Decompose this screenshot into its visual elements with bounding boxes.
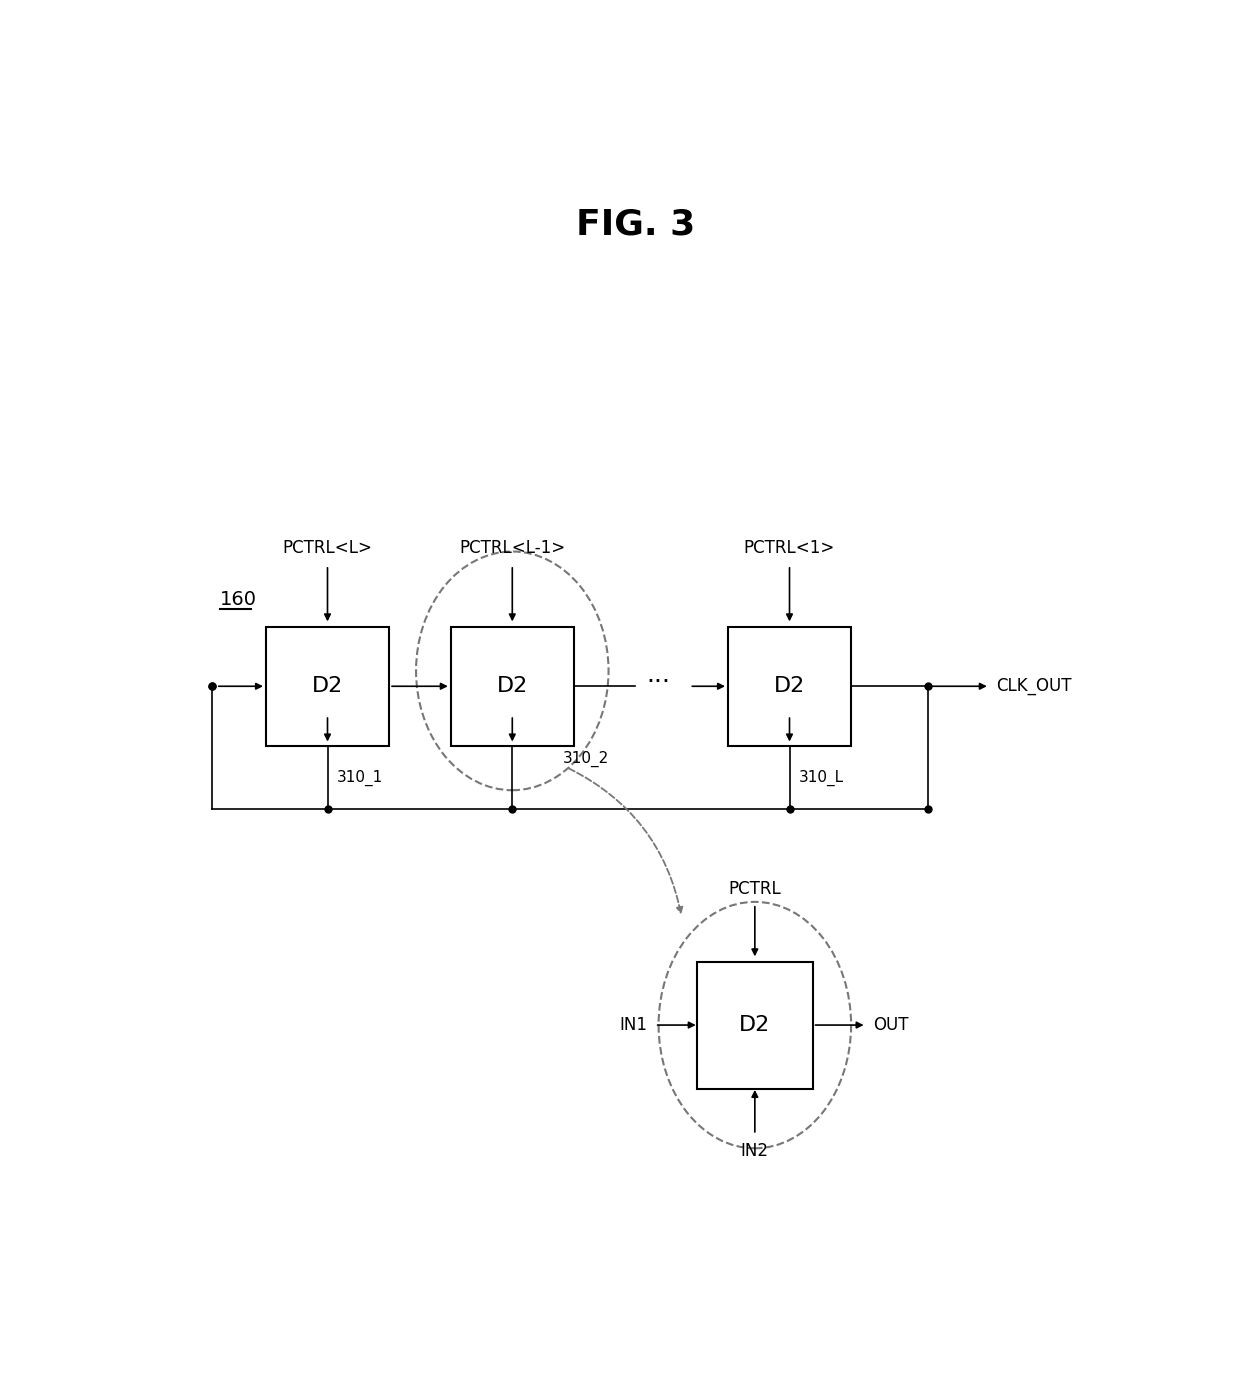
Text: 310_1: 310_1	[337, 769, 383, 786]
Text: ···: ···	[646, 671, 671, 694]
Bar	[265, 626, 389, 746]
Text: 310_2: 310_2	[563, 750, 609, 767]
Text: PCTRL<L-1>: PCTRL<L-1>	[459, 539, 565, 558]
Text: PCTRL<L>: PCTRL<L>	[283, 539, 372, 558]
Bar	[450, 626, 574, 746]
Text: OUT: OUT	[873, 1016, 908, 1034]
Text: D2: D2	[774, 676, 805, 696]
Text: FIG. 3: FIG. 3	[575, 208, 696, 241]
Text: IN1: IN1	[619, 1016, 647, 1034]
Text: D2: D2	[312, 676, 343, 696]
Bar	[728, 626, 851, 746]
Bar	[697, 962, 812, 1089]
Text: IN2: IN2	[740, 1143, 769, 1160]
Text: PCTRL<1>: PCTRL<1>	[744, 539, 836, 558]
Text: D2: D2	[739, 1015, 770, 1036]
FancyArrowPatch shape	[569, 768, 682, 913]
Text: CLK_OUT: CLK_OUT	[996, 677, 1071, 696]
Text: PCTRL: PCTRL	[728, 880, 781, 898]
Text: D2: D2	[497, 676, 528, 696]
Text: 310_L: 310_L	[799, 769, 844, 786]
Text: 160: 160	[219, 590, 257, 609]
